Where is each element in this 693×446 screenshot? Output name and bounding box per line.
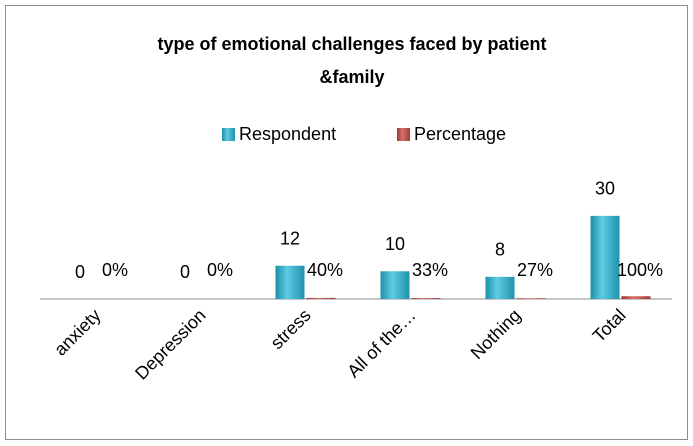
legend-swatch bbox=[397, 128, 410, 141]
bar bbox=[485, 276, 515, 299]
value-label: 30 bbox=[595, 179, 615, 199]
value-label: 33% bbox=[412, 260, 448, 280]
value-label: 0% bbox=[207, 260, 233, 280]
bar bbox=[516, 298, 546, 299]
value-label: 10 bbox=[385, 234, 405, 254]
value-label: 0 bbox=[180, 262, 190, 282]
bar bbox=[411, 298, 441, 299]
chart-border bbox=[5, 5, 688, 440]
bar bbox=[590, 215, 620, 299]
bar bbox=[380, 271, 410, 299]
value-label: 40% bbox=[307, 260, 343, 280]
bar bbox=[275, 265, 305, 299]
value-label: 12 bbox=[280, 228, 300, 248]
value-label: 0 bbox=[75, 262, 85, 282]
legend-label: Percentage bbox=[414, 124, 506, 144]
chart-title: type of emotional challenges faced by pa… bbox=[157, 34, 546, 54]
bar bbox=[306, 297, 336, 299]
bar bbox=[621, 296, 651, 299]
value-label: 100% bbox=[617, 260, 663, 280]
legend-swatch bbox=[222, 128, 235, 141]
value-label: 27% bbox=[517, 260, 553, 280]
chart-title: &family bbox=[319, 67, 384, 87]
value-label: 0% bbox=[102, 260, 128, 280]
value-label: 8 bbox=[495, 240, 505, 260]
legend-label: Respondent bbox=[239, 124, 336, 144]
